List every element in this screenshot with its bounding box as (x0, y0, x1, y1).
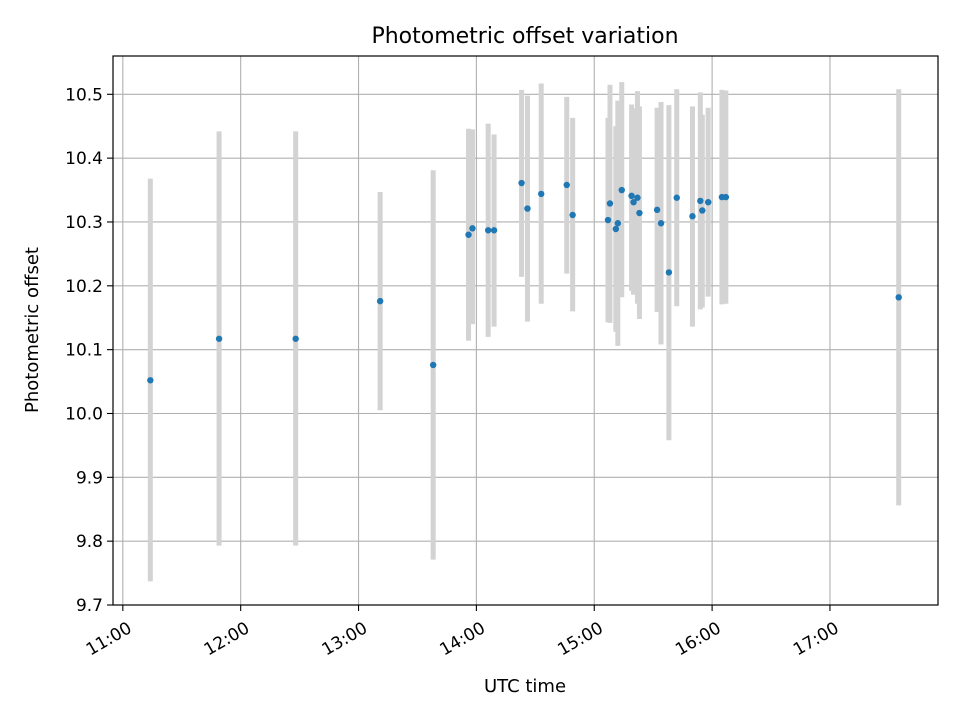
y-tick-label: 9.7 (76, 596, 103, 616)
chart-title: Photometric offset variation (371, 24, 678, 49)
y-tick-label: 10.4 (65, 149, 103, 169)
data-point (636, 209, 643, 217)
data-point (722, 193, 730, 201)
data-point (484, 227, 492, 234)
data-point (704, 198, 712, 206)
y-tick-label: 10.0 (65, 404, 103, 424)
data-point (563, 181, 570, 189)
data-point (634, 194, 641, 201)
data-point (614, 220, 622, 227)
data-point (699, 207, 706, 214)
data-point (469, 225, 476, 232)
data-point (697, 197, 704, 205)
y-axis-ticks: 9.7 9.8 9.9 10.0 10.1 10.2 10.3 10.4 10.5 (65, 85, 113, 616)
data-point (465, 231, 472, 238)
data-point (429, 361, 437, 369)
data-point (606, 200, 614, 207)
data-point (653, 206, 661, 214)
y-tick-label: 10.3 (65, 213, 103, 233)
x-axis-label: UTC time (484, 676, 566, 697)
data-point (376, 297, 384, 305)
data-point (665, 269, 673, 276)
data-point (538, 190, 545, 198)
data-point (628, 192, 635, 200)
data-point (604, 216, 612, 224)
data-point (569, 211, 576, 219)
data-point (630, 198, 637, 206)
y-tick-label: 9.8 (76, 532, 103, 552)
data-point (215, 335, 223, 342)
data-point (292, 335, 299, 342)
data-point (689, 213, 696, 220)
data-point (895, 294, 902, 301)
data-point (657, 220, 665, 227)
plot-frame (112, 55, 939, 606)
data-point (147, 377, 154, 384)
data-point (490, 227, 498, 234)
data-point (524, 205, 531, 212)
y-tick-label: 10.1 (65, 341, 103, 361)
y-tick-label: 10.5 (65, 85, 103, 105)
y-tick-label: 10.2 (65, 277, 103, 297)
data-point (618, 186, 625, 194)
data-point (518, 179, 525, 187)
data-point (612, 225, 620, 233)
y-axis-label: Photometric offset (22, 247, 43, 413)
data-points (147, 179, 902, 384)
data-point (673, 194, 680, 201)
y-tick-label: 9.9 (76, 468, 103, 488)
